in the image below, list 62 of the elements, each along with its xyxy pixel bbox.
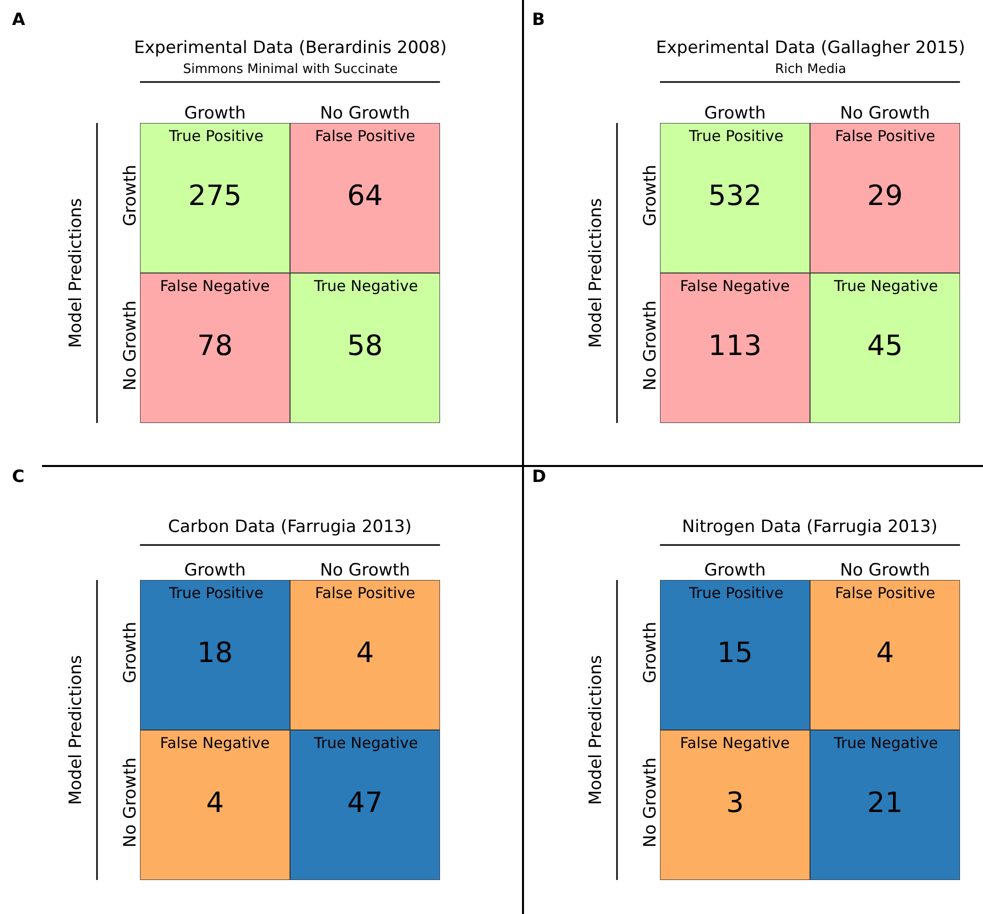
x-tick-label: No Growth [320, 104, 410, 124]
annotation: False Negative [160, 277, 270, 295]
chart-subtitle: Rich Media [775, 62, 846, 77]
x-tick-label: Growth [184, 104, 246, 124]
y-axis-title: Model Predictions [66, 654, 86, 805]
text: A [12, 10, 26, 30]
data-label: 3 [726, 786, 744, 819]
annotation: False Negative [680, 734, 790, 752]
data-label: 45 [867, 329, 903, 362]
annotation: True Negative [833, 277, 938, 295]
y-axis-title: Model Predictions [586, 198, 606, 348]
annotation: False Positive [315, 127, 416, 145]
annotation: False Negative [160, 734, 270, 752]
data-label: 275 [188, 179, 242, 212]
annotation: False Positive [315, 584, 416, 602]
x-tick-label: Growth [184, 560, 246, 581]
x-tick-label: No Growth [320, 560, 410, 581]
data-label: 29 [867, 179, 903, 212]
chart-title: Nitrogen Data (Farrugia 2013) [682, 517, 938, 537]
y-tick-label: No Growth [640, 757, 661, 848]
x-tick-label: No Growth [840, 104, 930, 124]
annotation: False Negative [680, 277, 790, 295]
data-label: 58 [347, 329, 383, 362]
chart-title: Experimental Data (Berardinis 2008) [134, 38, 447, 58]
data-label: 4 [206, 786, 224, 819]
annotation: False Positive [835, 127, 936, 145]
annotation: True Positive [688, 584, 784, 602]
annotation: False Positive [835, 584, 936, 602]
data-label: 4 [356, 636, 374, 669]
y-tick-label: Growth [120, 622, 141, 684]
annotation: True Negative [833, 734, 938, 752]
y-axis-title: Model Predictions [66, 198, 86, 348]
chart-subtitle: Simmons Minimal with Succinate [183, 62, 398, 77]
x-tick-label: Growth [704, 560, 766, 581]
y-tick-label: No Growth [640, 300, 661, 390]
text: D [532, 467, 546, 487]
data-label: 78 [197, 329, 233, 362]
data-label: 21 [867, 786, 903, 819]
chart-title: Experimental Data (Gallagher 2015) [656, 38, 966, 58]
x-tick-label: Growth [704, 104, 766, 124]
data-label: 15 [717, 636, 753, 669]
chart-title: Carbon Data (Farrugia 2013) [168, 517, 412, 537]
text: C [12, 467, 24, 487]
y-axis-title: Model Predictions [586, 654, 606, 805]
annotation: True Positive [168, 584, 264, 602]
data-label: 18 [197, 636, 233, 669]
data-label: 4 [876, 636, 894, 669]
x-tick-label: No Growth [840, 560, 930, 581]
y-tick-label: Growth [640, 622, 661, 684]
data-label: 532 [708, 179, 762, 212]
annotation: True Negative [313, 734, 418, 752]
y-tick-label: No Growth [120, 757, 141, 848]
annotation: True Negative [313, 277, 418, 295]
data-label: 64 [347, 179, 383, 212]
annotation: True Positive [688, 127, 784, 145]
text: B [532, 10, 545, 30]
y-tick-label: No Growth [120, 300, 141, 390]
annotation: True Positive [168, 127, 264, 145]
y-tick-label: Growth [640, 164, 661, 226]
y-tick-label: Growth [120, 164, 141, 226]
data-label: 113 [708, 329, 762, 362]
data-label: 47 [347, 786, 383, 819]
